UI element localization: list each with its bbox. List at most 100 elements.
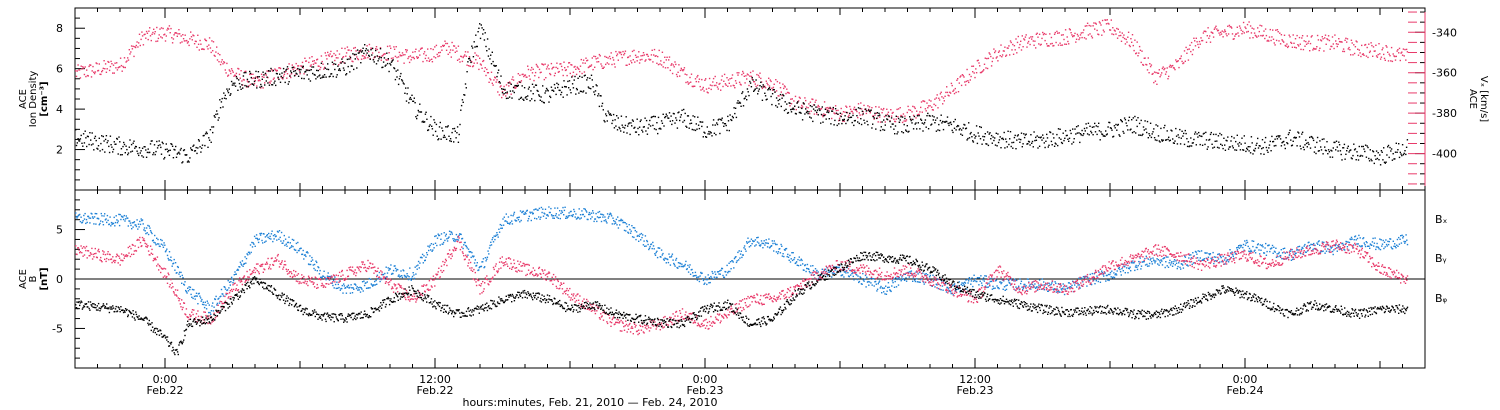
by-series-point [572, 214, 574, 216]
density-series-point [375, 63, 378, 65]
vx-series-point [217, 52, 219, 55]
vx-series-point [928, 99, 930, 101]
density-series-point [408, 98, 411, 100]
vx-series-point [633, 49, 635, 52]
density-series-point [532, 93, 534, 95]
by-series-point [801, 259, 803, 262]
by-series-point [342, 292, 344, 294]
vx-series-point [836, 113, 838, 115]
vx-series-point [310, 64, 312, 66]
by-series-point [675, 259, 677, 261]
by-series-point [655, 251, 657, 254]
vx-series-point [1338, 38, 1340, 40]
vx-series-point [1028, 37, 1031, 39]
vx-series-point [462, 56, 464, 59]
vx-series-point [501, 90, 504, 93]
vx-series-point [308, 61, 310, 64]
density-series-point [1040, 136, 1042, 138]
vx-series-point [454, 51, 456, 53]
by-series-point [562, 206, 564, 209]
density-series-point [303, 77, 305, 80]
density-series-point [793, 108, 795, 111]
vx-series-point [897, 108, 900, 110]
density-series-point [1347, 145, 1349, 147]
density-series-point [1331, 156, 1334, 158]
vx-series-point [545, 77, 547, 79]
vx-series-point [1158, 69, 1160, 71]
vx-series-point [1131, 34, 1134, 36]
density-series-point [510, 83, 512, 85]
by-series-point [183, 284, 186, 286]
vx-series-point [275, 69, 277, 71]
density-series-point [1138, 134, 1140, 136]
by-series-point [536, 218, 538, 220]
density-series-point [456, 126, 459, 128]
density-series-point [1008, 143, 1010, 146]
density-series-point [158, 140, 160, 142]
by-series-point [298, 249, 300, 252]
density-series-point [971, 136, 973, 138]
vx-series-point [482, 59, 485, 62]
vx-series-point [337, 57, 339, 59]
vx-series-point [291, 64, 293, 66]
vx-series-point [243, 79, 245, 81]
density-series-point [555, 93, 557, 96]
vx-series-point [348, 49, 350, 51]
by-series-point [494, 238, 496, 241]
vx-series-point [838, 117, 841, 119]
by-series-point [457, 239, 460, 241]
by-series-point [514, 219, 516, 221]
vx-series-point [1363, 54, 1365, 56]
by-series-point [117, 220, 119, 222]
by-series-point [374, 284, 377, 286]
density-series-point [634, 126, 636, 129]
density-series-point [569, 89, 571, 91]
density-series-point [299, 71, 301, 73]
density-series-point [271, 84, 274, 86]
vx-series-point [134, 46, 137, 49]
density-series-point [430, 115, 432, 118]
vx-series-point [770, 80, 772, 83]
vx-series-point [574, 65, 576, 68]
by-series-point [654, 253, 656, 255]
density-series-point [363, 52, 365, 55]
density-series-point [660, 128, 662, 130]
vx-series-point [927, 105, 930, 107]
density-series-point [1377, 152, 1379, 154]
density-series-point [1039, 137, 1042, 139]
density-series-point [471, 47, 474, 49]
vx-series-point [946, 91, 949, 94]
vx-series-point [298, 69, 301, 72]
by-series-point [617, 216, 619, 218]
by-series-point [537, 209, 539, 211]
density-series-point [169, 149, 171, 151]
by-series-point [489, 244, 491, 247]
vx-series-point [1129, 45, 1131, 48]
density-series-point [213, 115, 215, 117]
by-series-point [361, 281, 364, 283]
density-series-point [661, 122, 664, 124]
density-series-point [272, 69, 275, 72]
density-series-point [1294, 137, 1297, 139]
density-series-point [1101, 133, 1104, 136]
vx-series-point [90, 64, 92, 66]
by-series-point [603, 220, 605, 222]
density-series-point [610, 114, 612, 116]
density-series-point [693, 129, 695, 131]
vx-series-point [105, 71, 108, 73]
density-series-point [1027, 140, 1030, 143]
vx-series-point [1399, 59, 1401, 62]
by-series-point [716, 276, 718, 279]
vx-series-point [706, 91, 708, 93]
by-series-point [482, 261, 484, 263]
density-series-point [926, 115, 928, 117]
by-series-point [727, 270, 730, 273]
vx-series-point [1231, 33, 1234, 35]
vx-series-point [785, 92, 787, 95]
by-series-point [700, 271, 702, 274]
by-series-point [612, 217, 614, 219]
by-series-point [139, 223, 142, 226]
by-series-point [195, 295, 197, 297]
density-series-point [1328, 151, 1331, 153]
vx-series-point [1026, 46, 1028, 48]
